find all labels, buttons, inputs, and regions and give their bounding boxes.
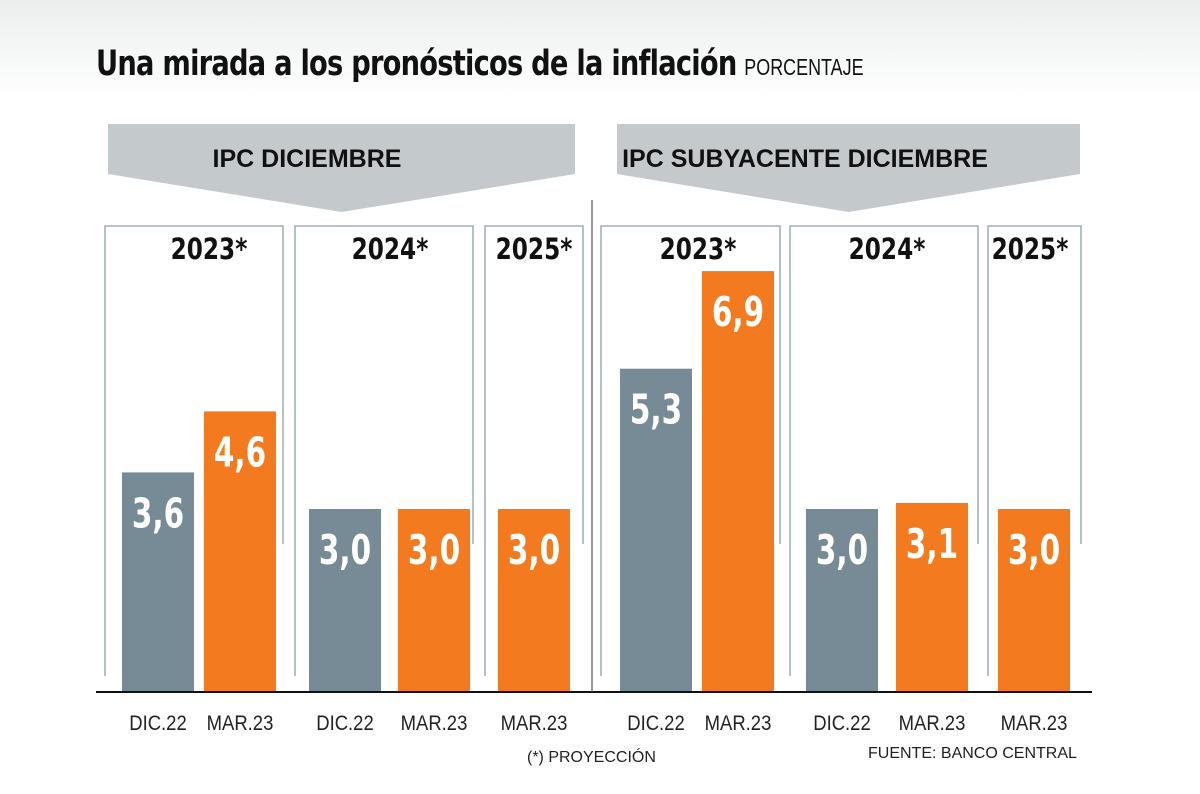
data-label: 3,0 [816, 527, 868, 574]
chart-title: Una mirada a los pronósticos de la infla… [96, 44, 864, 84]
year-label: 2024* [849, 234, 926, 267]
bar-mar23 [998, 509, 1070, 692]
category-label: DIC.22 [316, 712, 373, 735]
year-label: 2024* [352, 234, 429, 267]
panel-title: IPC DICIEMBRE [213, 145, 402, 173]
category-label: MAR.23 [899, 712, 966, 735]
year-frame [789, 225, 979, 676]
panel-title: IPC SUBYACENTE DICIEMBRE [622, 145, 988, 173]
bar-mar23 [896, 502, 968, 692]
bar-mar23 [702, 271, 774, 692]
data-label: 3,0 [508, 527, 560, 574]
year-label: 2025* [496, 234, 573, 267]
data-label: 3,0 [1008, 527, 1060, 574]
category-label: MAR.23 [401, 712, 468, 735]
category-label: MAR.23 [705, 712, 772, 735]
subtitle: PORCENTAJE [744, 54, 864, 80]
bar-dic22 [122, 472, 194, 692]
category-label: DIC.22 [813, 712, 870, 735]
year-label: 2023* [171, 234, 248, 267]
data-label: 3,0 [319, 527, 371, 574]
data-label: 3,0 [408, 527, 460, 574]
data-label: 5,3 [630, 387, 682, 434]
title-text: Una mirada a los pronósticos de la infla… [96, 44, 737, 84]
panel-banner [617, 124, 1080, 212]
data-label: 6,9 [712, 289, 764, 336]
year-label: 2025* [992, 234, 1069, 267]
bar-dic22 [309, 509, 381, 692]
source-note: FUENTE: BANCO CENTRAL [868, 745, 1077, 762]
panel-banner [108, 124, 575, 212]
bar-dic22 [620, 368, 692, 692]
category-label: MAR.23 [1001, 712, 1068, 735]
year-frame [484, 225, 584, 676]
year-label: 2023* [660, 234, 737, 267]
data-label: 3,1 [906, 521, 958, 568]
year-frame [294, 225, 474, 676]
bar-mar23 [398, 509, 470, 692]
category-label: MAR.23 [501, 712, 568, 735]
year-frame [104, 225, 284, 676]
category-label: MAR.23 [207, 712, 274, 735]
data-label: 4,6 [214, 430, 266, 477]
bar-mar23 [498, 509, 570, 692]
year-frame [600, 225, 781, 676]
bar-dic22 [806, 509, 878, 692]
data-label: 3,6 [132, 491, 184, 538]
category-label: DIC.22 [627, 712, 684, 735]
bar-mar23 [204, 411, 276, 692]
category-label: DIC.22 [129, 712, 186, 735]
year-frame [987, 225, 1082, 676]
footnote: (*) PROYECCIÓN [527, 749, 656, 766]
